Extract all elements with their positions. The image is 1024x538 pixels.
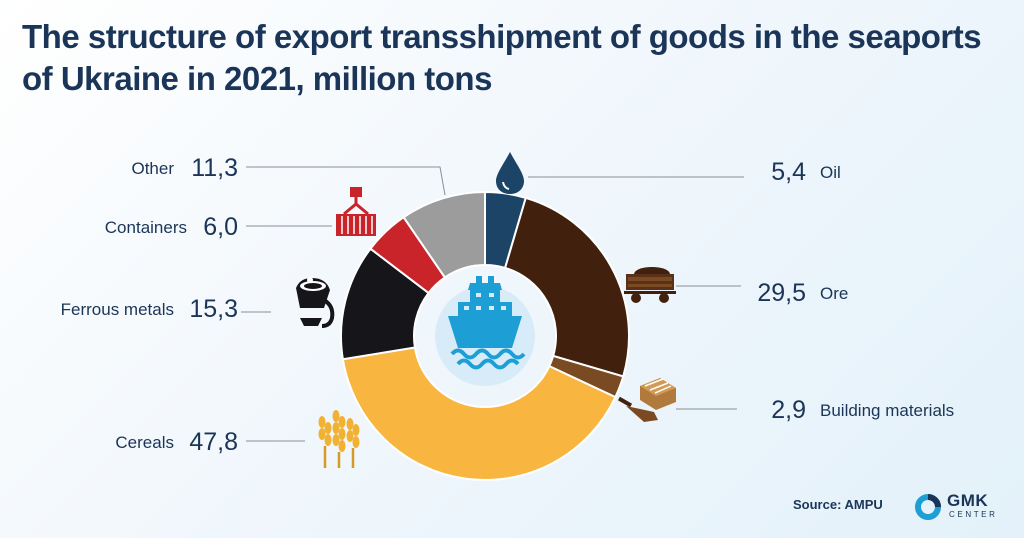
chart-title: The structure of export transshipment of… <box>22 16 1012 100</box>
category-label-building-materials: Building materials <box>820 401 954 420</box>
wheat-icon <box>318 410 360 468</box>
logo-primary-text: GMK <box>947 491 989 510</box>
slice-ore <box>503 196 630 378</box>
leader-line-other <box>246 166 446 196</box>
value-label-building-materials: 2,9 <box>771 396 806 424</box>
gmk-center-logo: GMK CENTER <box>914 492 1014 522</box>
ship-icon <box>435 276 535 386</box>
leader-lines <box>241 166 744 442</box>
building-bricks-icon <box>617 378 676 422</box>
container-crane-icon <box>336 187 376 236</box>
chart-title-line1: The structure of export transshipment of… <box>22 18 982 55</box>
slice-other <box>402 190 486 279</box>
value-label-cereals: 47,8 <box>189 428 238 456</box>
category-label-ferrous-metals: Ferrous metals <box>61 300 174 319</box>
category-label-containers: Containers <box>105 218 187 237</box>
metal-ladle-icon <box>296 277 335 328</box>
source-note: Source: AMPU <box>793 497 883 512</box>
category-label-oil: Oil <box>820 163 841 182</box>
value-label-oil: 5,4 <box>771 158 806 186</box>
value-label-containers: 6,0 <box>203 213 238 241</box>
ore-wagon-icon <box>624 267 676 303</box>
donut-slices <box>340 190 630 481</box>
logo-secondary-text: CENTER <box>949 510 998 519</box>
gmk-logo-mark-icon <box>915 494 941 520</box>
chart-title-line2: of Ukraine in 2021, million tons <box>22 60 492 97</box>
category-label-cereals: Cereals <box>115 433 174 452</box>
category-label-ore: Ore <box>820 284 848 303</box>
slice-cereals <box>341 346 617 481</box>
oil-drop-icon <box>496 152 524 194</box>
slice-labels: 5,4 Oil 29,5 Ore 2,9 Building materials 47,8 Ce… <box>61 154 955 456</box>
value-label-ore: 29,5 <box>757 279 806 307</box>
value-label-ferrous-metals: 15,3 <box>189 295 238 323</box>
category-label-other: Other <box>131 159 174 178</box>
value-label-other: 11,3 <box>191 154 238 182</box>
